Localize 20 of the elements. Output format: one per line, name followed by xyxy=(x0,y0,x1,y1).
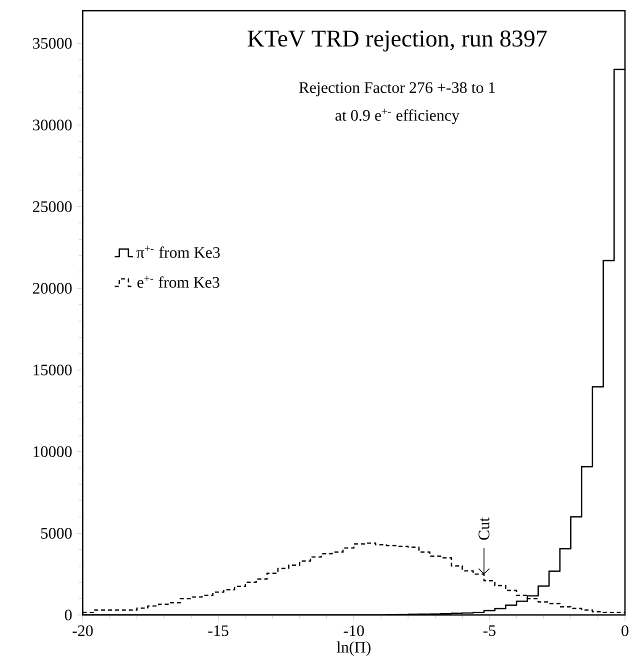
legend-label: π$^{+-}$ from Ke3 xyxy=(136,246,220,258)
text: KTeV TRD rejection, run 8397 xyxy=(248,30,547,52)
x-tick-label: 0 xyxy=(621,625,628,636)
y-tick-label: 0 xyxy=(64,610,72,620)
legend-label: e$^{+-}$ from Ke3 xyxy=(137,276,220,288)
y-tick-label: 30000 xyxy=(32,120,72,130)
x-tick-label: -20 xyxy=(72,625,93,636)
annotation: at 0.9 e$^{+-}$ efficiency xyxy=(335,108,460,124)
y-tick-label: 5000 xyxy=(41,528,72,539)
y-tick-label: 15000 xyxy=(33,364,72,376)
annotation: Rejection Factor 276 +-38 to 1 xyxy=(298,82,495,96)
y-tick-label: 25000 xyxy=(32,201,72,212)
y-tick-label: 35000 xyxy=(32,38,72,49)
x-tick-label: -5 xyxy=(483,625,496,636)
x-tick-label: -10 xyxy=(344,625,364,636)
x-axis-title: ln(Π) xyxy=(336,641,370,656)
y-tick-label: 10000 xyxy=(33,446,72,458)
y-tick-label: 20000 xyxy=(32,282,72,294)
annotation: Cut xyxy=(478,517,490,540)
x-tick-label: -15 xyxy=(208,625,228,636)
